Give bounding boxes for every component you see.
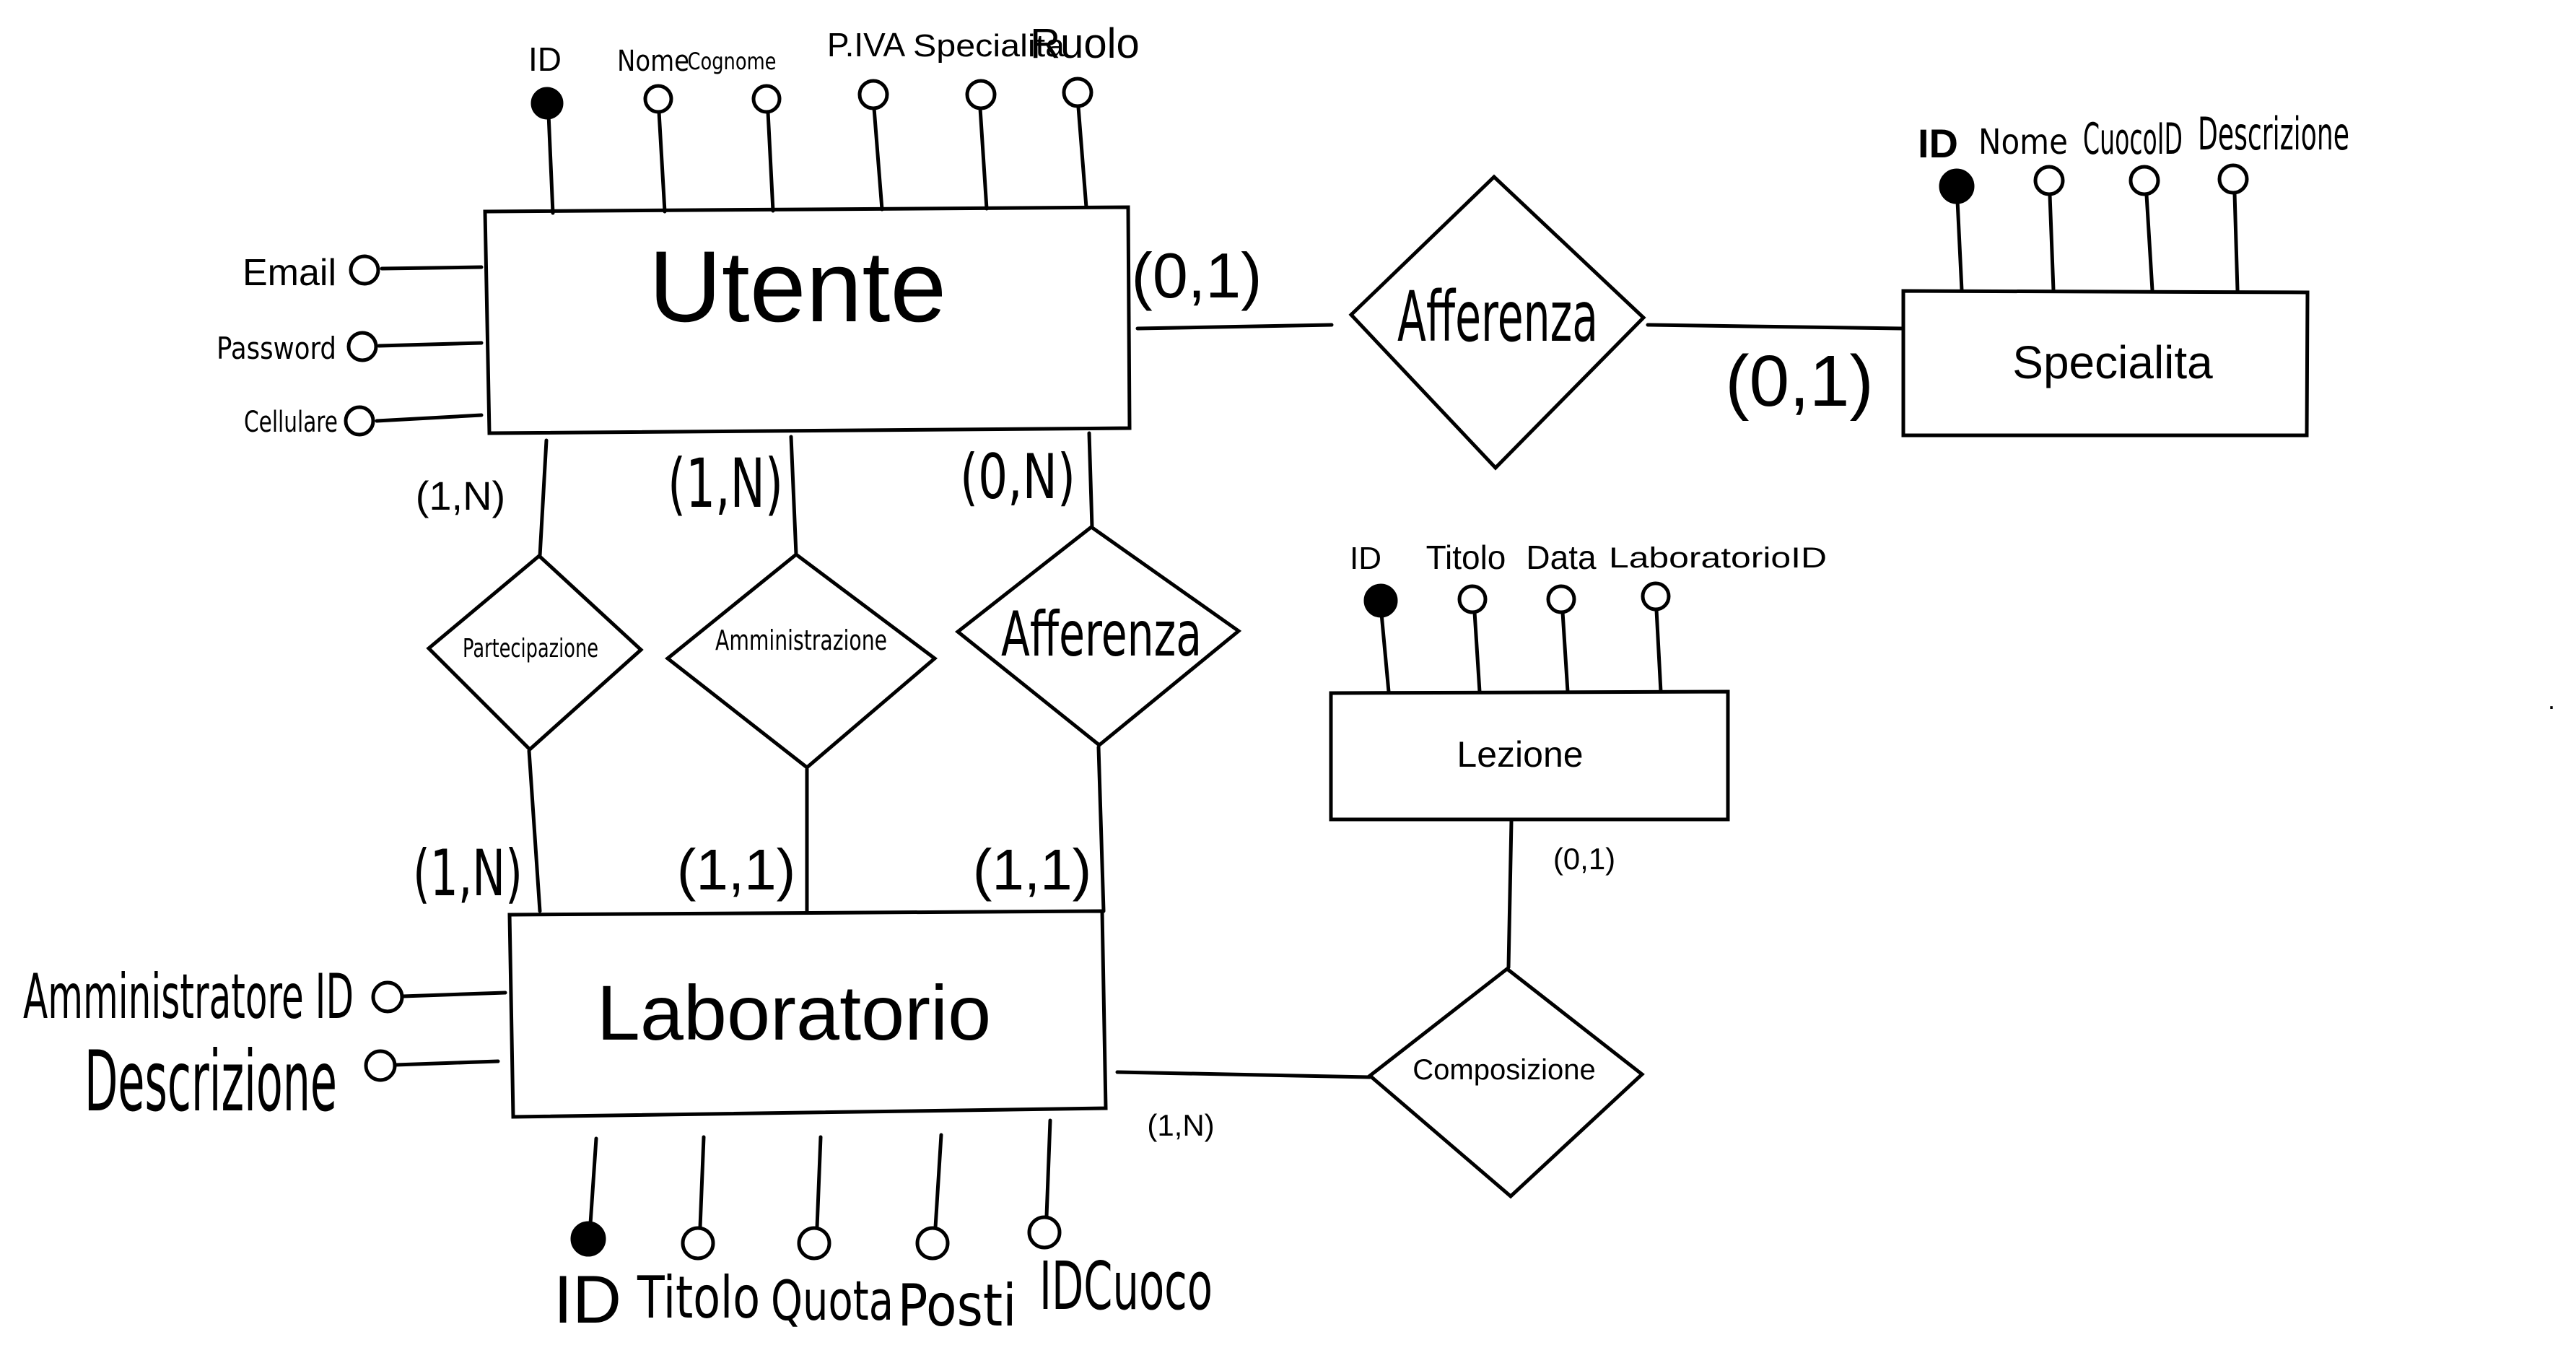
utente-attr-cellulare-dot — [344, 405, 375, 437]
specialita-attr-cuocoid-dot — [2129, 165, 2160, 196]
entity-laboratorio-box — [507, 909, 1108, 1119]
laboratorio-attr-idcuoco-dot — [1027, 1215, 1062, 1250]
relationship-afferenza-laboratorio: Afferenza (0,N) (1,1) — [954, 431, 1242, 913]
utente-attr-cognome: Cognome — [688, 48, 777, 75]
lezione-attr-id: ID — [1350, 541, 1381, 576]
card-afferenza-lab-utente: (0,N) — [960, 441, 1075, 513]
utente-attr-cellulare: Cellulare — [244, 406, 338, 439]
laboratorio-attr-posti-dot — [915, 1226, 950, 1261]
relationship-composizione: Composizione (0,1) (1,N) — [1115, 819, 1645, 1199]
utente-attr-password-dot — [346, 331, 378, 362]
entity-utente-box — [483, 205, 1132, 435]
utente-attr-piva: P.IVA — [827, 26, 906, 64]
laboratorio-bottom-attributes: ID Titolo Quota Posti IDCuoco — [554, 1118, 1213, 1339]
card-composizione-lezione: (0,1) — [1553, 842, 1615, 876]
relationship-afferenza-specialita-name: Afferenza — [1397, 277, 1598, 357]
specialita-attr-id: ID — [1918, 121, 1958, 166]
entity-utente: Utente — [483, 205, 1132, 435]
laboratorio-attr-id-key-dot — [570, 1221, 606, 1257]
laboratorio-attr-id: ID — [554, 1261, 621, 1337]
card-amministrazione-utente: (1,N) — [668, 445, 783, 523]
card-afferenza-lab-laboratorio: (1,1) — [973, 837, 1092, 902]
relationship-partecipazione-name: Partecipazione — [463, 634, 598, 663]
lezione-attr-laboratorioid: LaboratorioID — [1609, 542, 1827, 574]
laboratorio-attr-descrizione: Descrizione — [84, 1033, 337, 1131]
laboratorio-attr-quota: Quota — [771, 1268, 894, 1333]
utente-attr-id-key-dot — [531, 87, 564, 120]
utente-attr-specialita-dot — [965, 79, 997, 110]
specialita-attr-cuocoid: CuocoID — [2083, 114, 2183, 165]
entity-lezione: Lezione — [1329, 689, 1730, 822]
specialita-attr-nome-dot — [2033, 165, 2065, 196]
entity-laboratorio: Laboratorio — [507, 909, 1108, 1119]
utente-attr-ruolo-dot — [1062, 77, 1093, 108]
relationship-afferenza-specialita: Afferenza (0,1) (0,1) — [1132, 174, 1905, 471]
relationship-afferenza-laboratorio-name: Afferenza — [1001, 599, 1202, 671]
specialita-attr-id-key-dot — [1939, 168, 1975, 204]
lezione-attr-data: Data — [1526, 539, 1597, 576]
utente-top-attributes: ID Nome Cognome P.IVA Specialita Ruolo — [528, 20, 1140, 215]
relationship-amministrazione: Amministrazione (1,N) (1,1) — [664, 435, 938, 913]
utente-left-attributes: Email Password Cellulare — [217, 252, 484, 439]
specialita-attr-descrizione: Descrizione — [2198, 108, 2349, 160]
laboratorio-attr-amministratoreid-dot — [371, 980, 404, 1014]
utente-attr-id: ID — [528, 40, 562, 78]
relationship-amministrazione-diamond — [664, 552, 938, 770]
entity-specialita-box — [1901, 289, 2310, 438]
entity-specialita-name: Specialita — [2012, 336, 2213, 388]
utente-attr-nome-dot — [643, 84, 673, 114]
utente-attr-cognome-dot — [751, 84, 782, 114]
laboratorio-attr-descrizione-dot — [364, 1049, 397, 1082]
utente-attr-specialita: Specialita — [913, 28, 1065, 64]
relationship-partecipazione: Partecipazione (1,N) (1,N) — [413, 438, 644, 913]
laboratorio-attr-quota-dot — [797, 1226, 831, 1261]
utente-attr-email: Email — [243, 252, 336, 294]
lezione-attr-id-key-dot — [1363, 583, 1398, 618]
relationship-composizione-diamond — [1367, 966, 1645, 1199]
relationship-amministrazione-name: Amministrazione — [715, 624, 887, 656]
lezione-attributes: ID Titolo Data LaboratorioID — [1350, 539, 1827, 694]
entity-specialita: Specialita — [1901, 289, 2310, 438]
entity-laboratorio-name: Laboratorio — [597, 969, 991, 1056]
card-afferenza-utente: (0,1) — [1132, 240, 1262, 311]
lezione-attr-titolo: Titolo — [1426, 539, 1506, 576]
specialita-attr-nome: Nome — [1978, 122, 2068, 162]
specialita-attr-descrizione-dot — [2217, 163, 2249, 195]
relationship-afferenza-specialita-diamond — [1348, 174, 1646, 471]
lezione-attr-data-dot — [1546, 584, 1576, 614]
relationship-partecipazione-diamond — [426, 553, 644, 752]
card-partecipazione-laboratorio: (1,N) — [413, 836, 523, 910]
card-afferenza-specialita: (0,1) — [1725, 341, 1874, 422]
specialita-attributes: ID Nome CuocoID Descrizione — [1918, 108, 2349, 292]
utente-attr-nome: Nome — [617, 45, 689, 78]
lezione-attr-titolo-dot — [1457, 584, 1488, 614]
card-partecipazione-utente: (1,N) — [416, 473, 505, 518]
laboratorio-attr-posti: Posti — [898, 1272, 1017, 1339]
relationship-afferenza-laboratorio-diamond — [954, 524, 1242, 748]
card-composizione-laboratorio: (1,N) — [1147, 1108, 1214, 1142]
card-amministrazione-laboratorio: (1,1) — [677, 837, 796, 902]
laboratorio-attr-idcuoco: IDCuoco — [1039, 1248, 1213, 1325]
laboratorio-left-attributes: Amministratore ID Descrizione — [23, 961, 507, 1131]
entity-lezione-box — [1329, 689, 1730, 822]
laboratorio-attr-titolo-dot — [681, 1226, 715, 1261]
laboratorio-attr-amministratoreid: Amministratore ID — [23, 961, 354, 1033]
laboratorio-attr-titolo: Titolo — [637, 1264, 760, 1331]
stray-dot-mark: . — [2548, 685, 2555, 715]
utente-attr-password: Password — [217, 331, 336, 366]
utente-attr-ruolo: Ruolo — [1030, 20, 1140, 67]
utente-attr-piva-dot — [857, 79, 889, 110]
entity-lezione-name: Lezione — [1457, 734, 1583, 775]
relationship-composizione-name: Composizione — [1413, 1054, 1595, 1086]
lezione-attr-laboratorioid-dot — [1641, 581, 1671, 611]
utente-attr-email-dot — [349, 254, 380, 286]
entity-utente-name: Utente — [649, 230, 946, 343]
